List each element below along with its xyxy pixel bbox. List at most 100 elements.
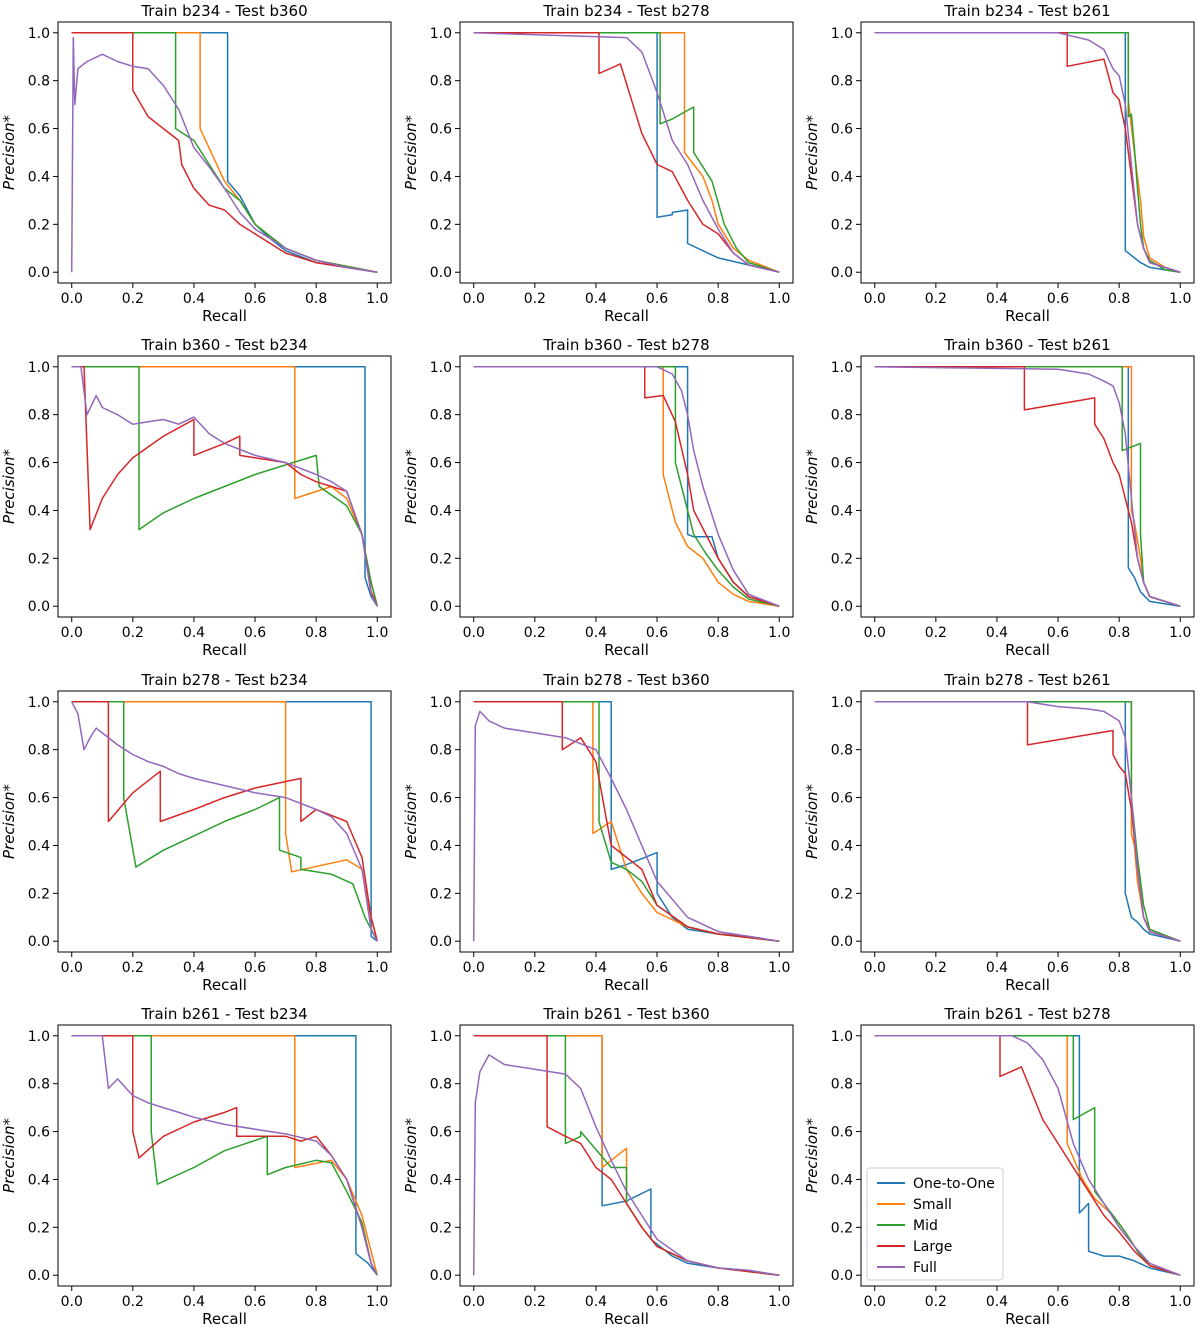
axes-frame [459, 1024, 794, 1287]
y-tick-label: 0.0 [430, 1268, 452, 1284]
x-axis-label: Recall [202, 1310, 247, 1328]
series-line-small [874, 366, 1181, 607]
x-tick-label: 1.0 [1169, 291, 1191, 307]
y-tick-label: 0.6 [430, 456, 452, 472]
series-line-full [71, 1035, 378, 1276]
chart-panel: Train b261 - Test b234 0.0 0.2 0.4 0.6 0.8 1.0… [0, 1005, 392, 1328]
y-tick-label: 1.0 [28, 695, 50, 711]
x-tick-label: 0.8 [305, 960, 327, 976]
y-tick-label: 1.0 [430, 26, 452, 42]
y-tick-label: 0.2 [430, 551, 452, 567]
x-tick-label: 0.8 [707, 291, 729, 307]
series-line-full [473, 32, 780, 273]
legend: One-to-One Small Mid Large Full [866, 1167, 1004, 1281]
x-tick-label: 0.6 [646, 291, 668, 307]
y-tick-label: 0.4 [430, 838, 452, 854]
x-axis-label: Recall [202, 307, 247, 325]
chart-title: Train b234 - Test b278 [542, 2, 709, 20]
y-tick-label: 0.6 [831, 791, 853, 807]
chart-panel: Train b360 - Test b261 0.0 0.2 0.4 0.6 0.8 1.0… [803, 336, 1195, 659]
y-tick-label: 0.2 [28, 1220, 50, 1236]
y-tick-label: 0.2 [831, 886, 853, 902]
y-tick-label: 1.0 [28, 26, 50, 42]
axes-frame [860, 355, 1195, 618]
chart-title: Train b261 - Test b278 [943, 1005, 1110, 1023]
series-line-mid [71, 701, 378, 942]
y-axis-label: Precision* [402, 448, 420, 524]
x-tick-label: 0.6 [244, 625, 266, 641]
x-tick-label: 0.4 [585, 1294, 607, 1310]
series-line-small [473, 366, 780, 607]
y-axis-label: Precision* [803, 448, 821, 524]
x-axis-label: Recall [604, 976, 649, 994]
x-tick-label: 0.8 [305, 291, 327, 307]
x-tick-label: 1.0 [366, 960, 388, 976]
x-tick-label: 0.6 [1047, 291, 1069, 307]
chart-title: Train b278 - Test b360 [542, 671, 709, 689]
y-tick-label: 0.6 [430, 791, 452, 807]
chart-title: Train b234 - Test b261 [943, 2, 1110, 20]
x-axis-label: Recall [1005, 641, 1050, 659]
y-tick-label: 0.2 [28, 551, 50, 567]
x-tick-label: 1.0 [768, 291, 790, 307]
series-line-small [473, 1035, 780, 1276]
x-tick-label: 0.4 [183, 625, 205, 641]
y-tick-label: 1.0 [28, 1029, 50, 1045]
y-tick-label: 0.8 [831, 74, 853, 90]
y-tick-label: 0.0 [831, 1268, 853, 1284]
series-line-one-to-one [874, 701, 1181, 942]
y-tick-label: 0.4 [28, 838, 50, 854]
y-axis-label: Precision* [803, 1117, 821, 1193]
y-tick-label: 0.0 [28, 1268, 50, 1284]
y-axis-label: Precision* [402, 114, 420, 190]
x-tick-label: 0.8 [1108, 291, 1130, 307]
y-tick-label: 0.6 [831, 456, 853, 472]
x-tick-label: 0.0 [463, 1294, 485, 1310]
series-line-large [874, 1035, 1181, 1276]
y-tick-label: 0.4 [28, 1172, 50, 1188]
x-axis-label: Recall [1005, 307, 1050, 325]
x-tick-label: 0.8 [305, 625, 327, 641]
y-tick-label: 0.4 [28, 503, 50, 519]
y-tick-label: 0.6 [28, 791, 50, 807]
y-tick-label: 0.4 [430, 1172, 452, 1188]
x-tick-label: 0.0 [61, 960, 83, 976]
y-tick-label: 0.6 [831, 1125, 853, 1141]
y-axis-label: Precision* [803, 114, 821, 190]
x-axis-label: Recall [202, 641, 247, 659]
y-tick-label: 1.0 [831, 360, 853, 376]
chart-title: Train b360 - Test b261 [943, 336, 1110, 354]
y-tick-label: 0.4 [430, 169, 452, 185]
x-tick-label: 0.8 [1108, 960, 1130, 976]
x-tick-label: 0.0 [864, 960, 886, 976]
series-line-one-to-one [874, 1035, 1181, 1276]
x-axis-label: Recall [1005, 1310, 1050, 1328]
y-tick-label: 0.0 [831, 265, 853, 281]
y-tick-label: 0.4 [831, 838, 853, 854]
x-tick-label: 0.6 [646, 625, 668, 641]
x-tick-label: 1.0 [366, 625, 388, 641]
x-tick-label: 0.6 [1047, 1294, 1069, 1310]
chart-panel: Train b360 - Test b234 0.0 0.2 0.4 0.6 0.8 1.0… [0, 336, 392, 659]
x-tick-label: 0.0 [864, 625, 886, 641]
chart-title: Train b261 - Test b234 [140, 1005, 307, 1023]
y-tick-label: 0.6 [430, 122, 452, 138]
chart-panel: Train b261 - Test b278 0.0 0.2 0.4 0.6 0.8 1.0… [803, 1005, 1195, 1328]
y-tick-label: 0.8 [430, 408, 452, 424]
axes-frame [57, 21, 392, 284]
series-line-large [71, 701, 379, 942]
x-tick-label: 0.8 [707, 625, 729, 641]
y-tick-label: 0.8 [831, 408, 853, 424]
series-line-mid [874, 701, 1181, 942]
x-tick-label: 0.4 [986, 291, 1008, 307]
y-tick-label: 0.6 [28, 122, 50, 138]
x-tick-label: 0.2 [925, 291, 947, 307]
axes-frame [57, 1024, 392, 1287]
series-line-full [874, 366, 1181, 607]
series-line-small [71, 32, 378, 273]
x-tick-label: 1.0 [768, 625, 790, 641]
y-tick-label: 0.2 [831, 1220, 853, 1236]
axes-frame [860, 21, 1195, 284]
y-tick-label: 0.8 [430, 74, 452, 90]
